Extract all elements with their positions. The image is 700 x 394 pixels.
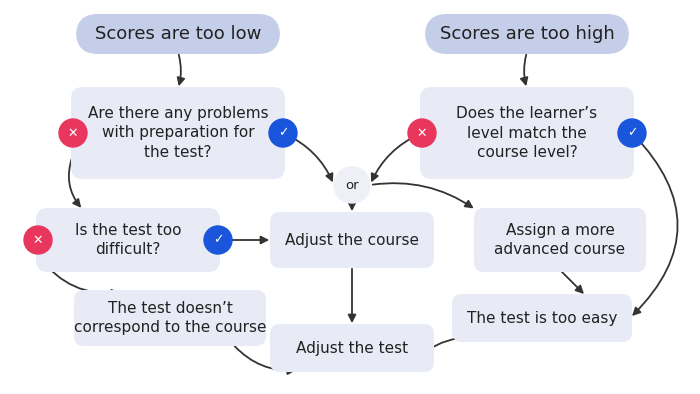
- Text: ✓: ✓: [213, 234, 223, 247]
- Text: ✕: ✕: [33, 234, 43, 247]
- FancyBboxPatch shape: [71, 87, 285, 179]
- Text: Is the test too
difficult?: Is the test too difficult?: [75, 223, 181, 257]
- Text: Assign a more
advanced course: Assign a more advanced course: [494, 223, 626, 257]
- Circle shape: [59, 119, 87, 147]
- Circle shape: [204, 226, 232, 254]
- Text: ✕: ✕: [68, 126, 78, 139]
- Text: or: or: [345, 178, 359, 191]
- Circle shape: [408, 119, 436, 147]
- Text: Adjust the test: Adjust the test: [296, 340, 408, 355]
- FancyBboxPatch shape: [420, 87, 634, 179]
- FancyBboxPatch shape: [74, 290, 266, 346]
- Text: ✓: ✓: [278, 126, 288, 139]
- Text: Scores are too high: Scores are too high: [440, 25, 615, 43]
- Circle shape: [334, 167, 370, 203]
- FancyBboxPatch shape: [425, 14, 629, 54]
- Text: Does the learner’s
level match the
course level?: Does the learner’s level match the cours…: [456, 106, 598, 160]
- FancyBboxPatch shape: [270, 212, 434, 268]
- FancyBboxPatch shape: [36, 208, 220, 272]
- FancyBboxPatch shape: [452, 294, 632, 342]
- Text: The test doesn’t
correspond to the course: The test doesn’t correspond to the cours…: [74, 301, 266, 335]
- Circle shape: [24, 226, 52, 254]
- FancyBboxPatch shape: [474, 208, 646, 272]
- Text: ✓: ✓: [626, 126, 637, 139]
- FancyBboxPatch shape: [76, 14, 280, 54]
- Text: The test is too easy: The test is too easy: [467, 310, 617, 325]
- FancyBboxPatch shape: [270, 324, 434, 372]
- Circle shape: [618, 119, 646, 147]
- Text: ✕: ✕: [416, 126, 427, 139]
- Circle shape: [269, 119, 297, 147]
- Text: Are there any problems
with preparation for
the test?: Are there any problems with preparation …: [88, 106, 268, 160]
- Text: Scores are too low: Scores are too low: [94, 25, 261, 43]
- Text: Adjust the course: Adjust the course: [285, 232, 419, 247]
